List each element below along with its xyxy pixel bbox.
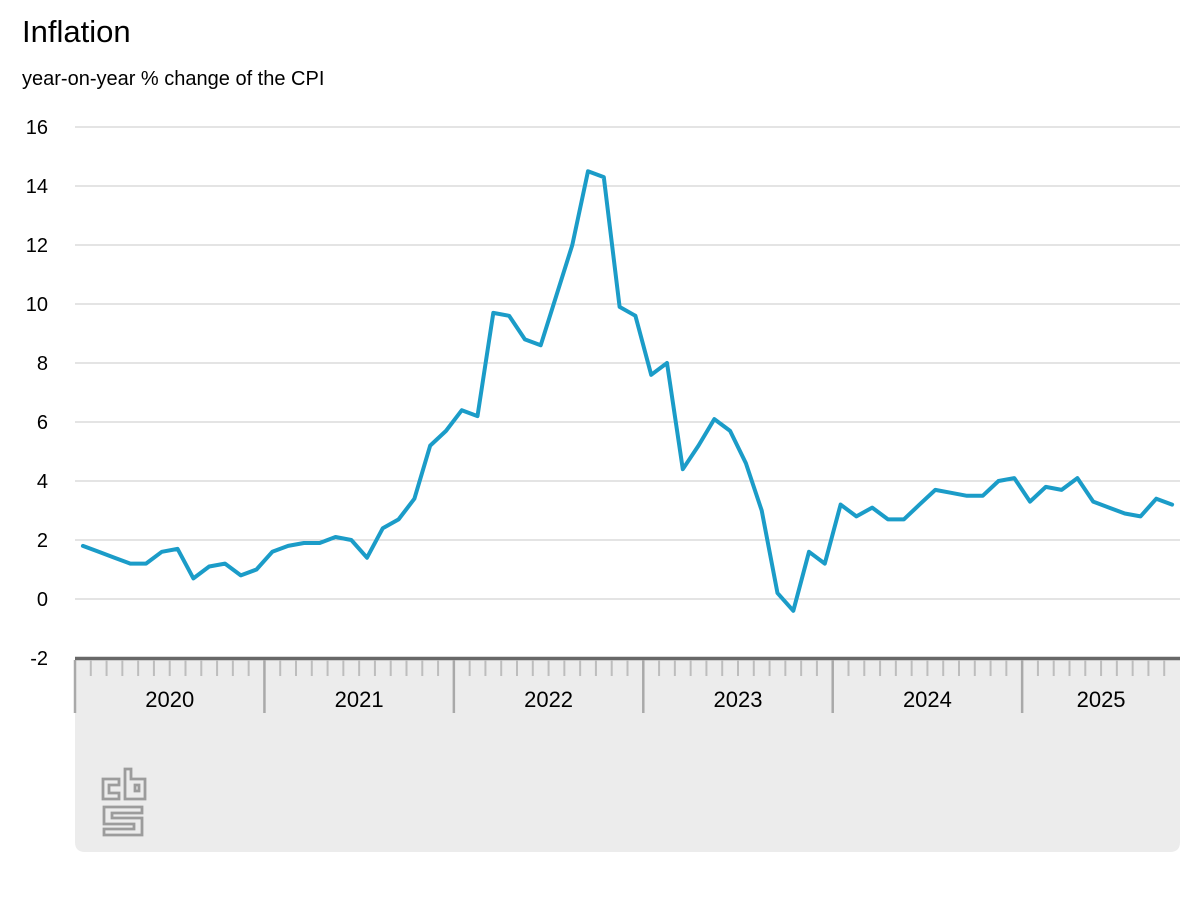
y-gridlines <box>75 126 1180 659</box>
year-label: 2025 <box>1077 687 1126 712</box>
chart-title: Inflation <box>22 14 131 49</box>
year-label: 2022 <box>524 687 573 712</box>
y-tick-label: -2 <box>30 648 48 670</box>
month-ticks <box>89 660 1166 676</box>
y-tick-label: 2 <box>37 530 48 552</box>
cbs-logo-c <box>101 777 121 801</box>
year-label: 2023 <box>714 687 763 712</box>
cbs-logo-s <box>102 805 144 837</box>
cbs-logo <box>101 767 147 837</box>
year-label: 2024 <box>903 687 952 712</box>
y-tick-label: 10 <box>26 294 48 316</box>
data-line <box>80 169 1175 613</box>
cbs-logo-b <box>123 767 147 801</box>
year-label: 2020 <box>145 687 194 712</box>
y-tick-label: 14 <box>26 176 48 198</box>
year-label: 2021 <box>335 687 384 712</box>
y-tick-label: 16 <box>26 117 48 139</box>
year-labels: 2020 2021 2022 2023 2024 2025 <box>145 687 1125 712</box>
y-axis-labels: 16 14 12 10 8 6 4 2 0 -2 <box>26 117 48 670</box>
y-tick-label: 6 <box>37 412 48 434</box>
chart-subtitle: year-on-year % change of the CPI <box>22 68 325 90</box>
year-ticks <box>73 660 1024 713</box>
y-tick-label: 12 <box>26 235 48 257</box>
y-tick-label: 0 <box>37 589 48 611</box>
y-tick-label: 8 <box>37 353 48 375</box>
y-tick-label: 4 <box>37 471 48 493</box>
x-axis-band <box>75 657 1180 852</box>
